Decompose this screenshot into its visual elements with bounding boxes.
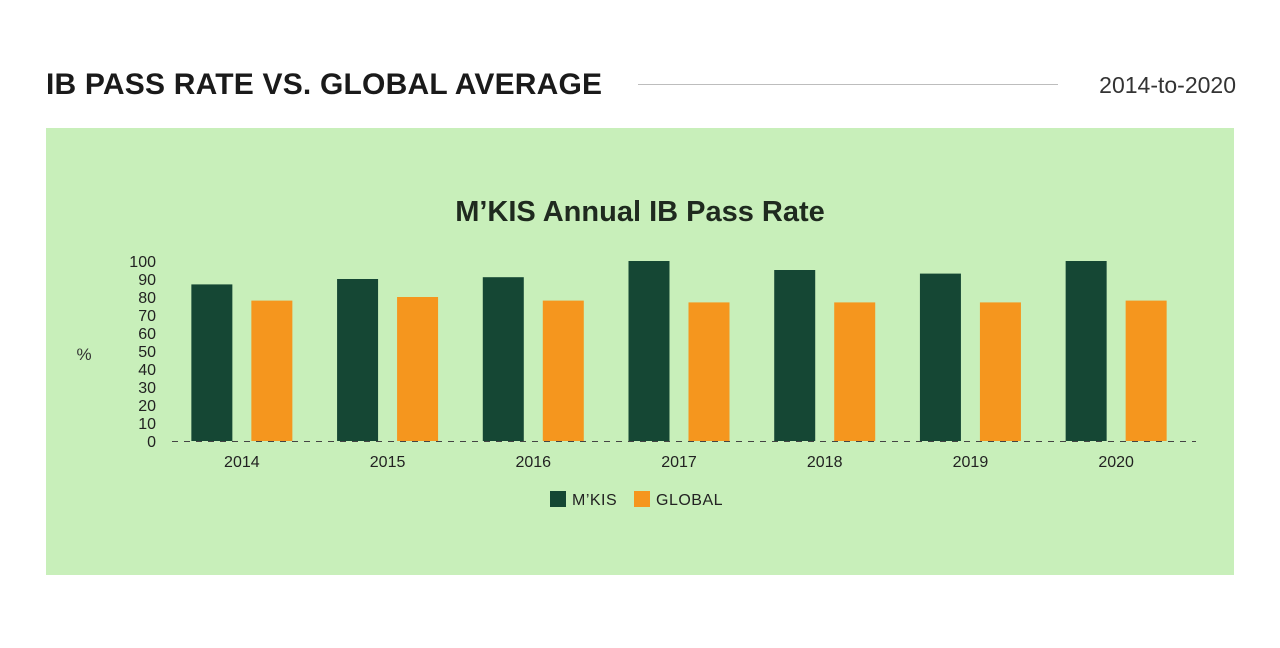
legend-swatch (550, 491, 566, 507)
x-tick-label: 2018 (807, 454, 843, 471)
page-title: IB PASS RATE VS. GLOBAL AVERAGE (46, 68, 603, 101)
bar-mkis-2018 (774, 270, 816, 441)
chart-title: M’KIS Annual IB Pass Rate (455, 196, 825, 228)
bars-group (191, 261, 1167, 441)
y-tick-label: 0 (147, 434, 156, 451)
y-tick-label: 70 (138, 308, 156, 325)
header-divider (638, 84, 1058, 85)
bar-chart: M’KIS Annual IB Pass Rate % 010203040506… (76, 196, 1196, 509)
bar-mkis-2019 (919, 273, 961, 441)
page-header: IB PASS RATE VS. GLOBAL AVERAGE 2014-to-… (46, 62, 1236, 110)
x-tick-label: 2015 (370, 454, 406, 471)
bar-mkis-2017 (628, 261, 670, 441)
bar-mkis-2020 (1065, 261, 1107, 441)
date-range-label: 2014-to-2020 (1099, 72, 1236, 98)
bar-global-2019 (979, 302, 1021, 441)
y-tick-label: 90 (138, 272, 156, 289)
bar-mkis-2016 (482, 277, 524, 441)
bar-global-2020 (1125, 300, 1167, 441)
bar-global-2015 (397, 297, 439, 441)
x-tick-label: 2014 (224, 454, 260, 471)
legend-swatch (634, 491, 650, 507)
y-tick-label: 30 (138, 380, 156, 397)
legend: M’KIS GLOBAL (550, 491, 723, 509)
x-tick-label: 2019 (953, 454, 989, 471)
y-tick-label: 10 (138, 416, 156, 433)
bar-global-2018 (834, 302, 876, 441)
x-tick-label: 2016 (515, 454, 551, 471)
x-axis: 2014 2015 2016 2017 2018 2019 2020 (224, 454, 1134, 471)
y-tick-label: 100 (129, 254, 156, 271)
bar-mkis-2014 (191, 284, 233, 441)
y-tick-label: 80 (138, 290, 156, 307)
legend-label: M’KIS (572, 492, 617, 509)
bar-global-2017 (688, 302, 730, 441)
bar-global-2016 (542, 300, 584, 441)
y-tick-label: 60 (138, 326, 156, 343)
bar-mkis-2015 (337, 279, 379, 441)
x-tick-label: 2017 (661, 454, 697, 471)
bar-global-2014 (251, 300, 293, 441)
y-axis-label: % (76, 345, 91, 364)
x-tick-label: 2020 (1098, 454, 1134, 471)
y-tick-label: 50 (138, 344, 156, 361)
y-tick-label: 40 (138, 362, 156, 379)
y-tick-label: 20 (138, 398, 156, 415)
chart-panel: M’KIS Annual IB Pass Rate % 0 10 20 30 40 50 6… (46, 128, 1234, 575)
legend-label: GLOBAL (656, 492, 723, 509)
